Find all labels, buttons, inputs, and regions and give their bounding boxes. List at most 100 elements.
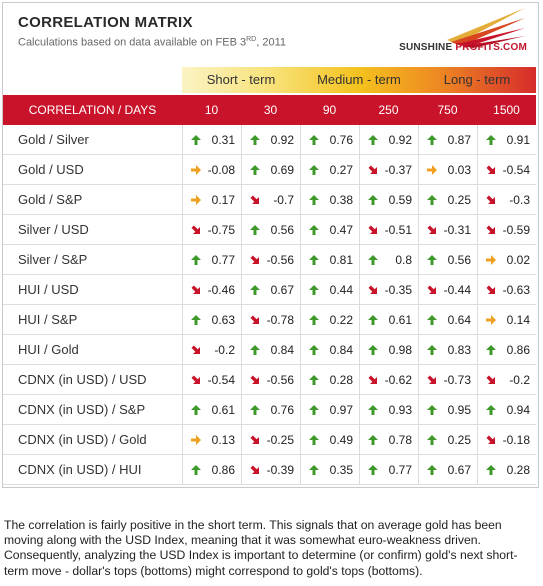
correlation-value: -0.39 — [266, 463, 294, 477]
correlation-value: -0.59 — [502, 223, 530, 237]
correlation-value: 0.64 — [447, 313, 471, 327]
correlation-value: 0.97 — [329, 403, 353, 417]
arrow-up-icon — [368, 135, 378, 145]
arrow-up-icon — [486, 405, 496, 415]
value-cell: 0.67 — [241, 275, 300, 305]
value-cell: -0.56 — [241, 365, 300, 395]
column-divider — [182, 125, 183, 485]
arrow-down-icon — [486, 285, 495, 294]
value-cell: 0.31 — [182, 125, 241, 155]
arrow-up-icon — [486, 345, 496, 355]
value-cell: -0.75 — [182, 215, 241, 245]
correlation-value: -0.75 — [207, 223, 235, 237]
correlation-value: 0.44 — [329, 283, 353, 297]
arrow-up-icon — [309, 255, 319, 265]
arrow-up-icon — [368, 255, 378, 265]
value-cell: 0.14 — [477, 305, 536, 335]
column-divider — [359, 125, 360, 485]
value-cell: 0.61 — [182, 395, 241, 425]
arrow-up-icon — [309, 285, 319, 295]
value-cell: -0.54 — [477, 155, 536, 185]
row-label: Gold / USD — [18, 162, 84, 177]
value-cell: 0.76 — [300, 125, 359, 155]
arrow-up-icon — [427, 345, 437, 355]
header-day-250: 250 — [378, 103, 399, 117]
correlation-value: 0.94 — [506, 403, 530, 417]
correlation-value: 0.86 — [211, 463, 235, 477]
value-cell: 0.22 — [300, 305, 359, 335]
value-cell: -0.54 — [182, 365, 241, 395]
arrow-up-icon — [309, 435, 319, 445]
correlation-value: -0.51 — [384, 223, 412, 237]
term-gradient-bar: Short - term Medium - term Long - term — [182, 67, 536, 93]
arrow-up-icon — [191, 315, 201, 325]
header-day-30: 30 — [263, 103, 278, 117]
value-cell: 0.87 — [418, 125, 477, 155]
column-divider — [418, 125, 419, 485]
logo-word-profits: PROFITS.COM — [455, 42, 527, 53]
correlation-value: -0.78 — [266, 313, 294, 327]
arrow-down-icon — [250, 375, 259, 384]
correlation-value: -0.2 — [214, 343, 235, 357]
correlation-value: 0.56 — [447, 253, 471, 267]
value-cell: 0.61 — [359, 305, 418, 335]
value-cell: 0.69 — [241, 155, 300, 185]
row-label: Silver / S&P — [18, 252, 88, 267]
logo-wordmark: SUNSHINE PROFITS.COM — [399, 42, 527, 53]
column-divider — [300, 125, 301, 485]
correlation-value: 0.61 — [388, 313, 412, 327]
value-cell: -0.73 — [418, 365, 477, 395]
row-label: HUI / USD — [18, 282, 79, 297]
correlation-value: 0.93 — [388, 403, 412, 417]
term-short: Short - term — [206, 72, 276, 87]
arrow-right-icon — [427, 165, 437, 175]
value-cell: 0.49 — [300, 425, 359, 455]
correlation-value: 0.84 — [329, 343, 353, 357]
arrow-up-icon — [427, 135, 437, 145]
arrow-right-icon — [191, 165, 201, 175]
correlation-value: 0.95 — [447, 403, 471, 417]
value-cell: 0.81 — [300, 245, 359, 275]
page-subtitle: Calculations based on data available on … — [18, 36, 286, 49]
arrow-right-icon — [486, 315, 496, 325]
header-label-cell: CORRELATION / DAYS — [28, 103, 157, 117]
correlation-value: 0.27 — [329, 163, 353, 177]
correlation-value: 0.69 — [270, 163, 294, 177]
arrow-down-icon — [250, 435, 259, 444]
arrow-up-icon — [368, 195, 378, 205]
arrow-up-icon — [486, 465, 496, 475]
arrow-up-icon — [368, 345, 378, 355]
term-long: Long - term — [443, 72, 511, 87]
correlation-value: -0.31 — [443, 223, 471, 237]
value-cell: -0.2 — [182, 335, 241, 365]
correlation-value: 0.02 — [506, 253, 530, 267]
row-label: CDNX (in USD) / S&P — [18, 402, 146, 417]
arrow-down-icon — [427, 285, 436, 294]
arrow-down-icon — [191, 375, 200, 384]
arrow-up-icon — [427, 315, 437, 325]
value-cell: 0.8 — [359, 245, 418, 275]
correlation-value: -0.63 — [502, 283, 530, 297]
logo-word-sunshine: SUNSHINE — [399, 42, 453, 53]
value-cell: 0.56 — [241, 215, 300, 245]
value-cell: 0.17 — [182, 185, 241, 215]
arrow-right-icon — [191, 435, 201, 445]
arrow-down-icon — [427, 375, 436, 384]
value-cell: 0.98 — [359, 335, 418, 365]
subtitle-year-text: , 2011 — [256, 36, 287, 49]
arrow-down-icon — [250, 195, 259, 204]
arrow-down-icon — [486, 435, 495, 444]
correlation-value: -0.18 — [502, 433, 530, 447]
arrow-up-icon — [427, 435, 437, 445]
arrow-up-icon — [191, 135, 201, 145]
value-cell: -0.51 — [359, 215, 418, 245]
arrow-down-icon — [486, 375, 495, 384]
value-cell: -0.62 — [359, 365, 418, 395]
value-cell: -0.37 — [359, 155, 418, 185]
arrow-down-icon — [250, 255, 259, 264]
column-divider — [477, 125, 478, 485]
value-cell: -0.31 — [418, 215, 477, 245]
value-cell: -0.63 — [477, 275, 536, 305]
arrow-right-icon — [191, 195, 201, 205]
table-row: HUI / S&P 0.63 -0.78 0.22 0.61 0.64 0.14 — [3, 305, 536, 335]
